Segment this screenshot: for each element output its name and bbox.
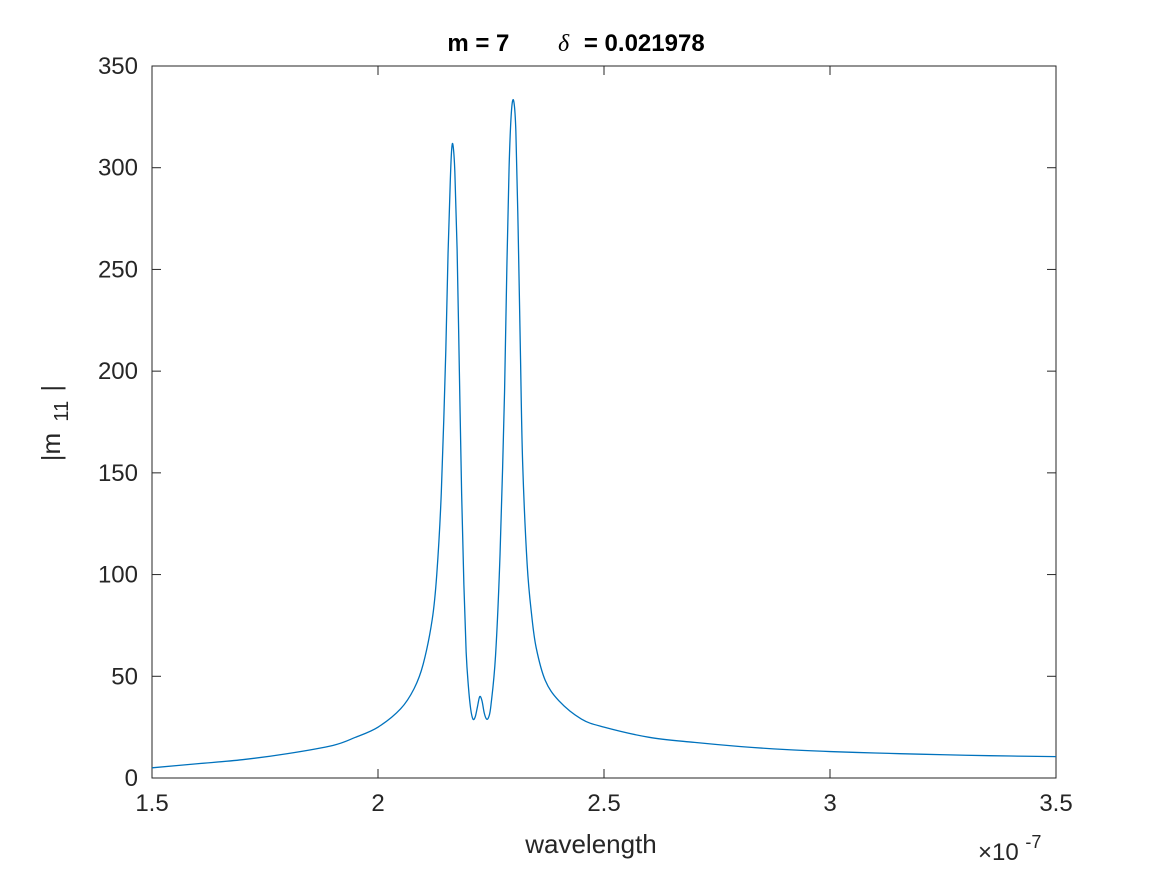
y-label-suffix: | [36, 385, 66, 392]
y-tick-label: 100 [98, 562, 138, 589]
y-tick-label: 50 [111, 663, 138, 690]
y-tick-label: 250 [98, 256, 138, 283]
y-tick-labels: 0 50 100 150 200 250 300 350 [98, 53, 138, 792]
title-delta-symbol: δ [558, 31, 570, 57]
x-multiplier-exponent: -7 [1025, 832, 1041, 852]
axis-ticks [151, 65, 1057, 779]
x-tick-label: 2.5 [587, 790, 620, 817]
x-tick-label: 3 [823, 790, 836, 817]
x-tick-labels: 1.5 2 2.5 3 3.5 [135, 790, 1072, 817]
x-multiplier-base: ×10 [978, 839, 1019, 866]
x-tick-label: 2 [371, 790, 384, 817]
y-label-subscript: 11 [51, 401, 73, 422]
x-axis-multiplier: ×10 -7 [978, 832, 1041, 866]
chart-title: m = 7 δ = 0.021978 [447, 30, 704, 57]
y-label-prefix: |m [36, 433, 66, 461]
x-tick-label: 1.5 [135, 790, 168, 817]
y-axis-label: |m 11 | [36, 385, 74, 461]
x-tick-label: 3.5 [1039, 790, 1072, 817]
y-tick-label: 0 [125, 765, 138, 792]
x-axis-label: wavelength [524, 829, 657, 859]
title-m: m = 7 [447, 30, 509, 57]
y-tick-label: 350 [98, 53, 138, 80]
title-delta-value: = 0.021978 [584, 30, 705, 57]
y-tick-label: 300 [98, 155, 138, 182]
y-tick-label: 150 [98, 460, 138, 487]
y-tick-label: 200 [98, 358, 138, 385]
series-line-m11 [151, 98, 1057, 769]
